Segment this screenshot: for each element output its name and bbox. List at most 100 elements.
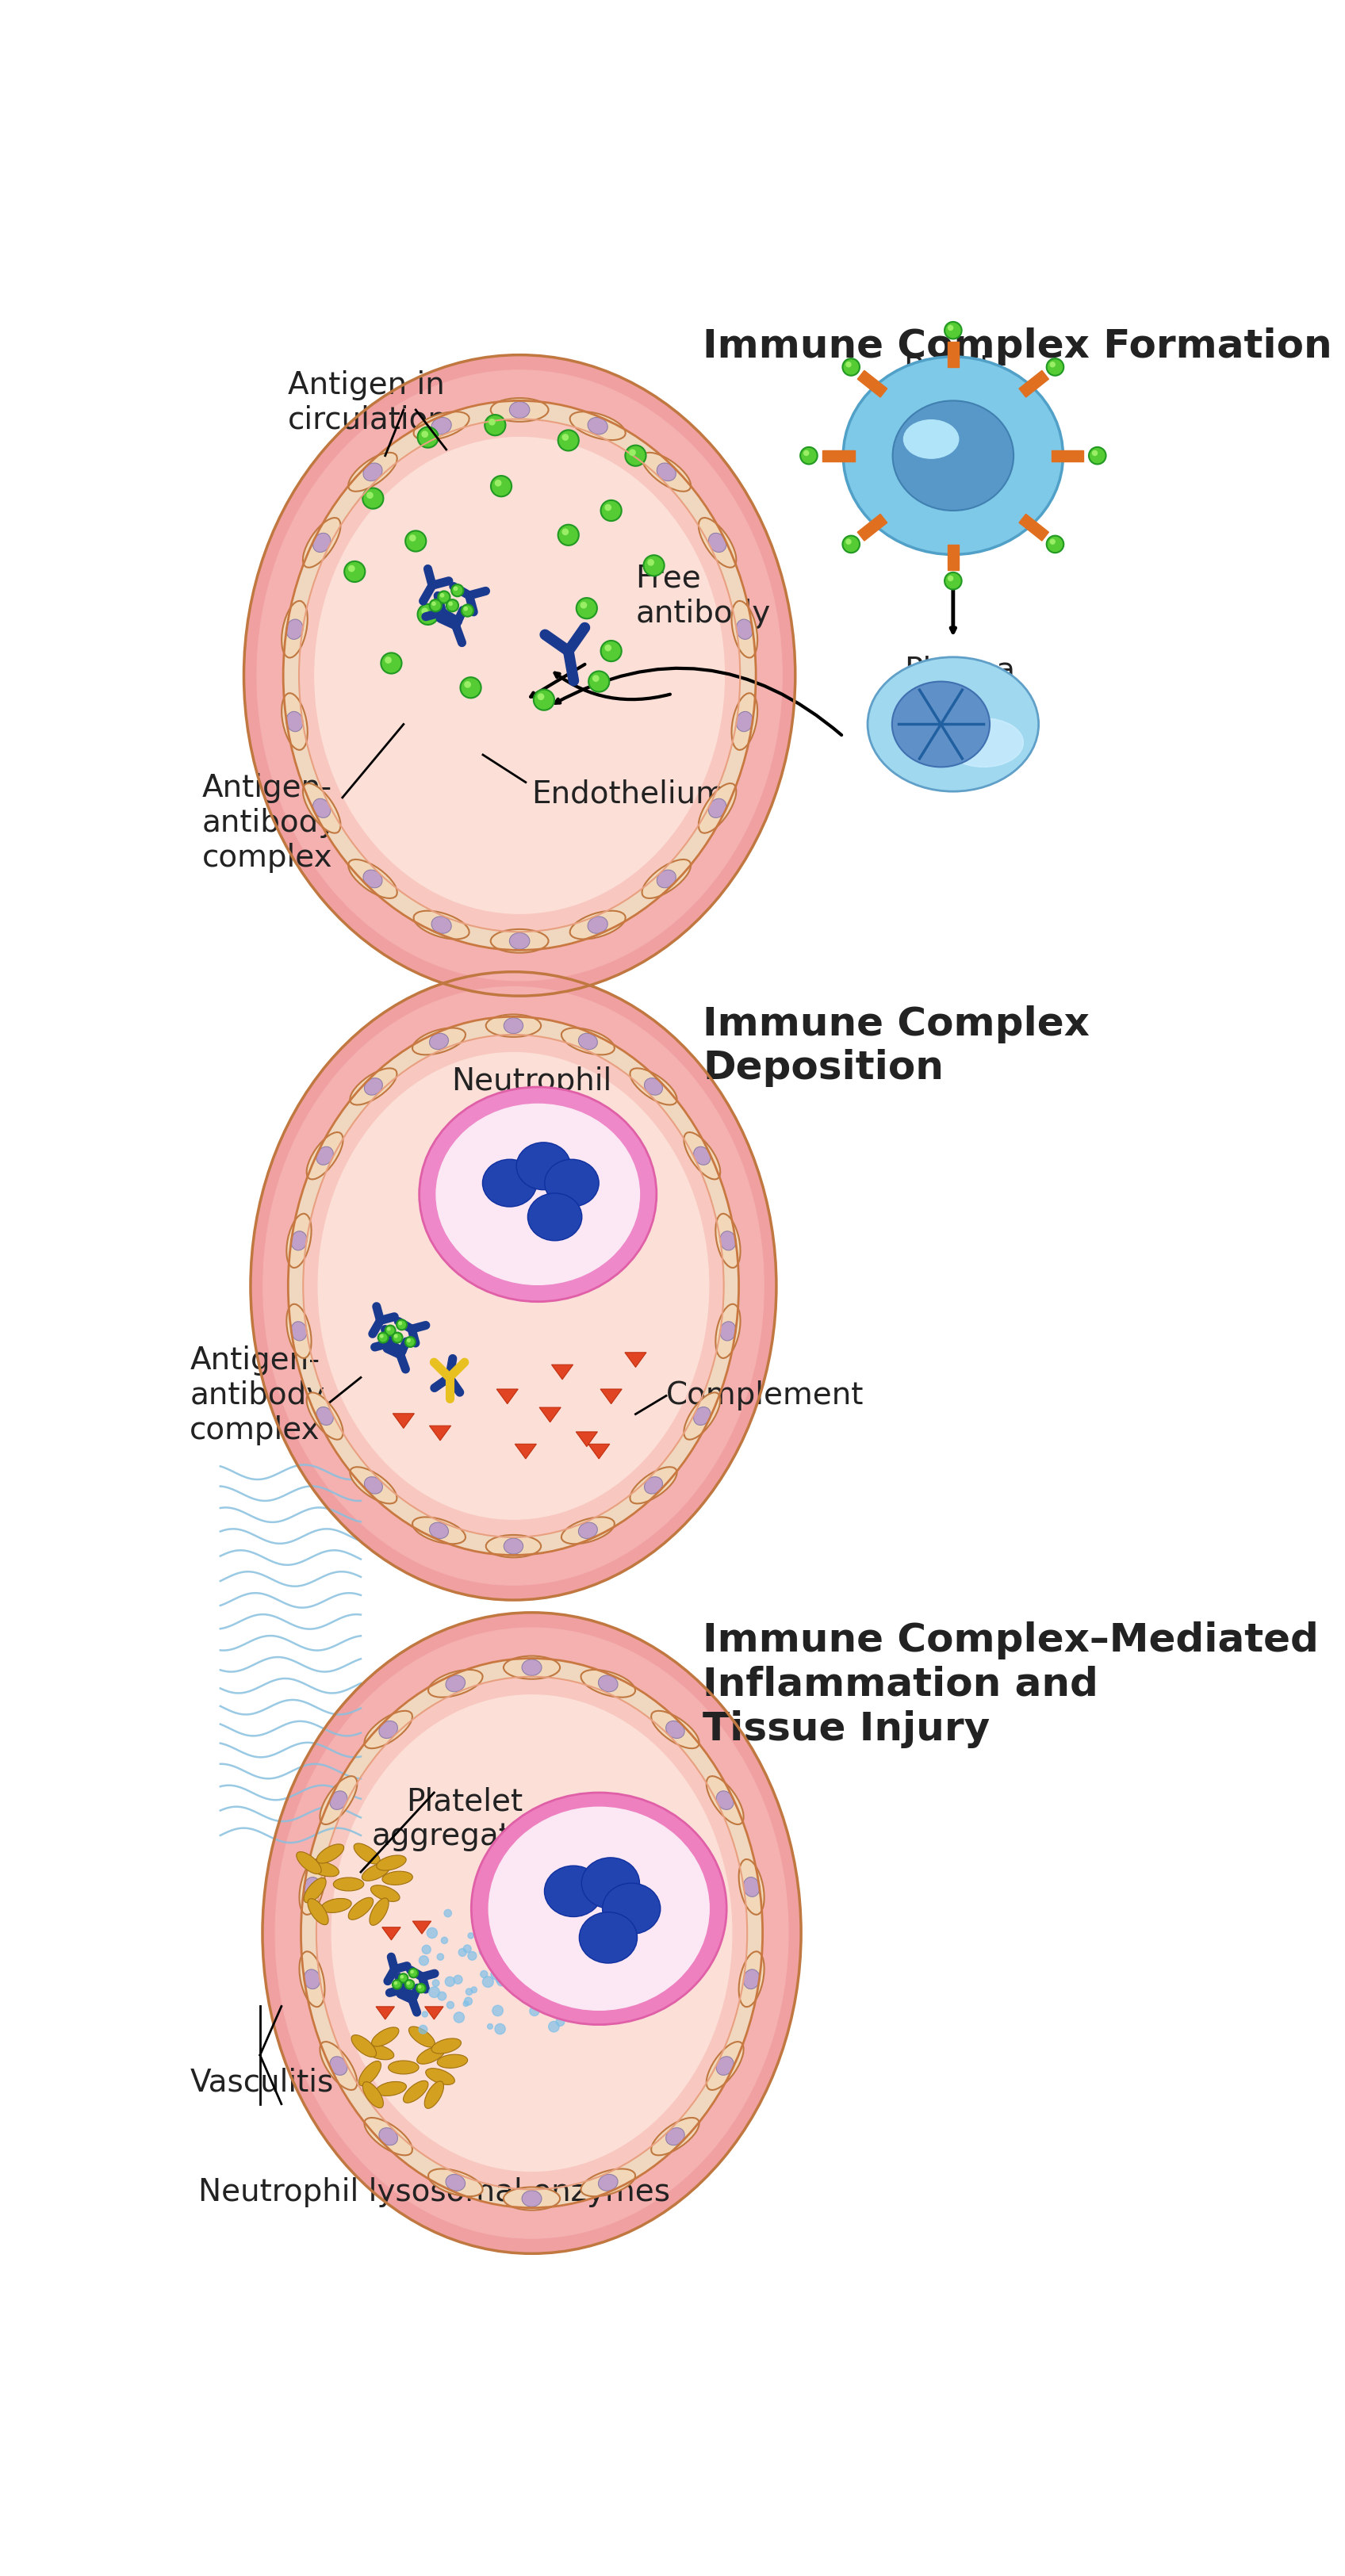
- Ellipse shape: [316, 1146, 334, 1164]
- Ellipse shape: [296, 1852, 321, 1873]
- Ellipse shape: [694, 1146, 710, 1164]
- Ellipse shape: [428, 1669, 483, 1698]
- Circle shape: [511, 1947, 516, 1953]
- Ellipse shape: [488, 1808, 709, 2009]
- Ellipse shape: [425, 2081, 444, 2110]
- Ellipse shape: [698, 518, 736, 567]
- Ellipse shape: [445, 2174, 465, 2190]
- Ellipse shape: [720, 1321, 736, 1340]
- Circle shape: [529, 1208, 547, 1226]
- Ellipse shape: [694, 1406, 710, 1425]
- Circle shape: [444, 1909, 452, 1917]
- Circle shape: [463, 2002, 468, 2007]
- Circle shape: [558, 430, 578, 451]
- Ellipse shape: [262, 1613, 802, 2254]
- Ellipse shape: [382, 1870, 413, 1886]
- Ellipse shape: [580, 1911, 638, 1963]
- Ellipse shape: [432, 2038, 461, 2053]
- Ellipse shape: [483, 1159, 537, 1206]
- Ellipse shape: [603, 1883, 660, 1935]
- Ellipse shape: [436, 1105, 639, 1285]
- Ellipse shape: [738, 1953, 764, 2007]
- Ellipse shape: [291, 1231, 307, 1249]
- Circle shape: [394, 1334, 397, 1337]
- Circle shape: [344, 562, 364, 582]
- Ellipse shape: [510, 933, 530, 951]
- Circle shape: [459, 1947, 467, 1955]
- Circle shape: [593, 675, 599, 680]
- Circle shape: [480, 1971, 488, 1978]
- Ellipse shape: [510, 402, 530, 417]
- Ellipse shape: [944, 719, 1024, 768]
- Polygon shape: [496, 1388, 518, 1404]
- Ellipse shape: [642, 860, 691, 899]
- Ellipse shape: [683, 1133, 721, 1180]
- Ellipse shape: [301, 1659, 763, 2208]
- Circle shape: [529, 1950, 534, 1955]
- Circle shape: [842, 536, 859, 554]
- Circle shape: [437, 1991, 447, 2002]
- Circle shape: [555, 2017, 565, 2025]
- Circle shape: [491, 477, 511, 497]
- Text: Immune Complex
Deposition: Immune Complex Deposition: [702, 1005, 1089, 1087]
- Circle shape: [842, 358, 859, 376]
- Circle shape: [465, 1989, 472, 1994]
- Circle shape: [545, 1945, 550, 1950]
- Ellipse shape: [570, 912, 625, 940]
- Circle shape: [1046, 358, 1064, 376]
- Circle shape: [453, 2012, 464, 2022]
- Ellipse shape: [437, 2056, 468, 2069]
- Circle shape: [601, 500, 621, 520]
- Ellipse shape: [445, 1674, 465, 1692]
- Circle shape: [381, 652, 402, 672]
- Polygon shape: [515, 1445, 537, 1458]
- Polygon shape: [539, 1406, 561, 1422]
- Circle shape: [534, 690, 554, 711]
- Circle shape: [398, 1321, 402, 1324]
- Circle shape: [562, 435, 568, 440]
- Circle shape: [551, 1151, 569, 1170]
- Circle shape: [422, 430, 428, 438]
- Circle shape: [420, 1955, 429, 1965]
- Ellipse shape: [243, 355, 795, 997]
- Circle shape: [558, 1942, 564, 1947]
- Ellipse shape: [286, 1213, 311, 1267]
- Polygon shape: [377, 2007, 394, 2020]
- Ellipse shape: [716, 1303, 740, 1358]
- Circle shape: [464, 1945, 471, 1953]
- Ellipse shape: [257, 371, 783, 981]
- Ellipse shape: [351, 2035, 377, 2058]
- Ellipse shape: [300, 1860, 324, 1914]
- Ellipse shape: [330, 1790, 347, 1808]
- Circle shape: [464, 1996, 472, 2004]
- Circle shape: [643, 556, 664, 577]
- Ellipse shape: [656, 464, 677, 482]
- Ellipse shape: [309, 1862, 339, 1875]
- Circle shape: [348, 567, 355, 572]
- Circle shape: [405, 531, 426, 551]
- Ellipse shape: [379, 2128, 398, 2146]
- Ellipse shape: [363, 2081, 383, 2107]
- Ellipse shape: [581, 1669, 635, 1698]
- Ellipse shape: [432, 417, 452, 435]
- Ellipse shape: [503, 2187, 560, 2210]
- Ellipse shape: [491, 930, 549, 953]
- Ellipse shape: [599, 1674, 617, 1692]
- Ellipse shape: [334, 1878, 364, 1891]
- Ellipse shape: [348, 1899, 374, 1919]
- Ellipse shape: [629, 1466, 677, 1504]
- Circle shape: [447, 2002, 455, 2009]
- Ellipse shape: [315, 438, 725, 914]
- Ellipse shape: [414, 412, 469, 440]
- Ellipse shape: [486, 1015, 541, 1038]
- Text: Plasma
cell: Plasma cell: [904, 654, 1015, 721]
- Ellipse shape: [413, 1028, 465, 1054]
- Ellipse shape: [320, 1775, 358, 1824]
- Ellipse shape: [709, 799, 726, 817]
- Circle shape: [479, 1947, 487, 1955]
- Circle shape: [503, 1929, 508, 1935]
- Ellipse shape: [316, 1406, 334, 1425]
- Ellipse shape: [666, 2128, 685, 2146]
- Circle shape: [495, 1960, 502, 1968]
- Ellipse shape: [364, 2117, 413, 2156]
